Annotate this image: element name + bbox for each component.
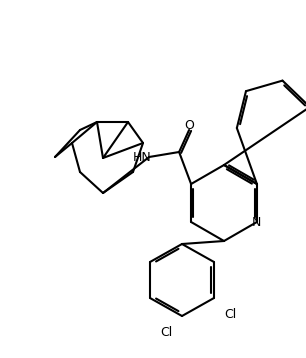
Text: Cl: Cl — [160, 325, 172, 339]
Text: N: N — [252, 216, 262, 228]
Text: HN: HN — [132, 150, 151, 164]
Text: O: O — [184, 118, 194, 131]
Text: Cl: Cl — [224, 308, 236, 320]
